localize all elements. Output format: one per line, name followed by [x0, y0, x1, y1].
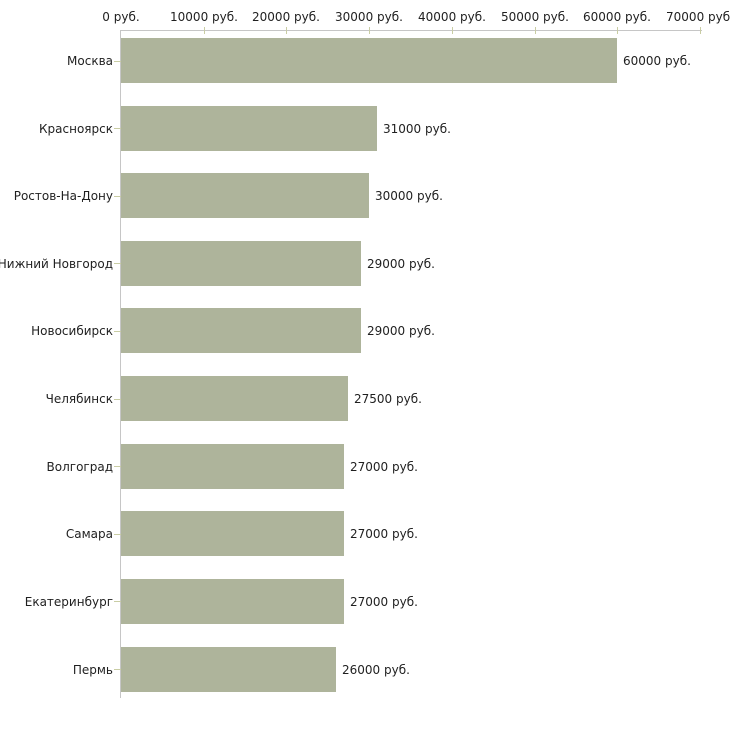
- bar: [121, 511, 344, 556]
- x-axis-tick-label: 70000 руб.: [666, 10, 730, 24]
- category-label: Волгоград: [46, 459, 113, 474]
- x-axis-tick-label: 0 руб.: [102, 10, 140, 24]
- category-label: Москва: [67, 53, 113, 68]
- value-label: 27500 руб.: [354, 391, 422, 406]
- category-tick: [114, 601, 121, 602]
- x-axis-tick-label: 30000 руб.: [335, 10, 403, 24]
- category-tick: [114, 196, 121, 197]
- value-label: 27000 руб.: [350, 526, 418, 541]
- category-label: Новосибирск: [31, 323, 113, 338]
- category-tick: [114, 466, 121, 467]
- category-label: Челябинск: [45, 391, 113, 406]
- category-tick: [114, 669, 121, 670]
- category-tick: [114, 331, 121, 332]
- x-axis-line: [120, 30, 702, 31]
- category-label: Самара: [65, 526, 113, 541]
- category-label: Пермь: [72, 662, 113, 677]
- category-tick: [114, 61, 121, 62]
- x-axis-tick: [204, 27, 205, 34]
- x-axis-tick: [700, 27, 701, 34]
- x-axis-tick: [617, 27, 618, 34]
- category-tick: [114, 128, 121, 129]
- value-label: 27000 руб.: [350, 594, 418, 609]
- value-label: 29000 руб.: [367, 323, 435, 338]
- category-tick: [114, 399, 121, 400]
- bar: [121, 647, 336, 692]
- bar: [121, 376, 348, 421]
- x-axis-tick-label: 20000 руб.: [252, 10, 320, 24]
- bar: [121, 173, 369, 218]
- x-axis-tick-label: 40000 руб.: [418, 10, 486, 24]
- category-label: Нижний Новгород: [0, 256, 113, 271]
- value-label: 31000 руб.: [383, 121, 451, 136]
- x-axis-tick-label: 10000 руб.: [170, 10, 238, 24]
- value-label: 60000 руб.: [623, 53, 691, 68]
- x-axis-tick: [286, 27, 287, 34]
- x-axis-tick-label: 50000 руб.: [501, 10, 569, 24]
- category-label: Екатеринбург: [24, 594, 113, 609]
- bar: [121, 308, 361, 353]
- value-label: 29000 руб.: [367, 256, 435, 271]
- bar: [121, 106, 377, 151]
- category-label: Красноярск: [39, 121, 113, 136]
- x-axis-tick: [369, 27, 370, 34]
- category-tick: [114, 534, 121, 535]
- value-label: 26000 руб.: [342, 662, 410, 677]
- x-axis-tick: [535, 27, 536, 34]
- x-axis-tick-label: 60000 руб.: [583, 10, 651, 24]
- bar: [121, 579, 344, 624]
- value-label: 30000 руб.: [375, 188, 443, 203]
- bar: [121, 38, 617, 83]
- category-tick: [114, 263, 121, 264]
- value-label: 27000 руб.: [350, 459, 418, 474]
- y-axis-line: [120, 30, 121, 698]
- category-label: Ростов-На-Дону: [13, 188, 113, 203]
- bar: [121, 241, 361, 286]
- bar: [121, 444, 344, 489]
- x-axis-tick: [452, 27, 453, 34]
